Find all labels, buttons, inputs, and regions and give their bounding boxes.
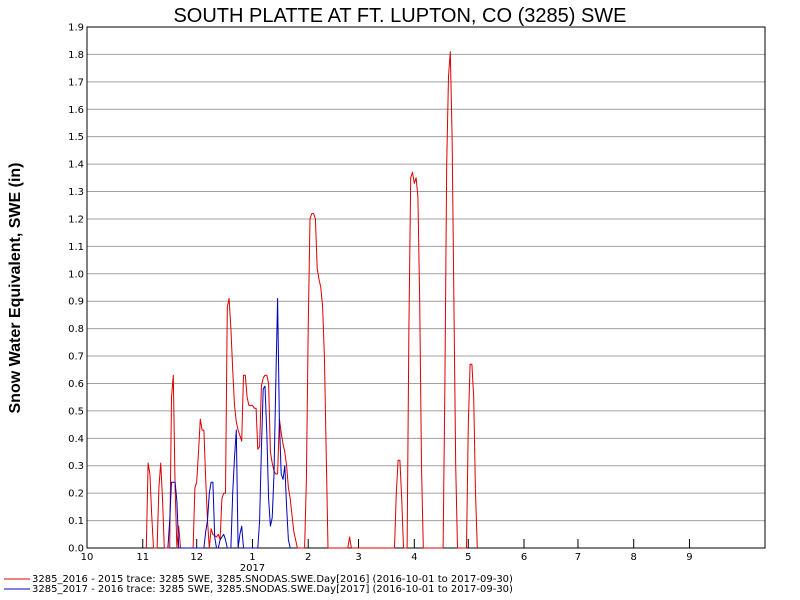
- y-tick-label: 0.2: [68, 489, 84, 500]
- y-tick-label: 1.2: [68, 214, 84, 225]
- x-tick-label: 3: [355, 552, 361, 563]
- x-tick-label: 2: [305, 552, 311, 563]
- x-tick-label: 9: [686, 552, 692, 563]
- chart-title: SOUTH PLATTE AT FT. LUPTON, CO (3285) SW…: [173, 5, 626, 27]
- y-tick-label: 0.4: [68, 434, 84, 445]
- x-tick-label: 10: [81, 552, 94, 563]
- x-year-label: 2017: [240, 563, 265, 574]
- y-axis-label: Snow Water Equivalent, SWE (in): [7, 163, 24, 414]
- y-tick-label: 0.5: [68, 406, 84, 417]
- y-tick-label: 1.7: [68, 77, 84, 88]
- y-tick-label: 1.6: [68, 105, 84, 116]
- x-tick-label: 11: [136, 552, 149, 563]
- x-tick-label: 7: [575, 552, 581, 563]
- series-lines: [145, 51, 478, 549]
- y-tick-label: 0.0: [68, 544, 84, 555]
- x-tick-label: 6: [521, 552, 527, 563]
- y-tick-label: 0.1: [68, 516, 84, 527]
- y-tick-label: 1.0: [68, 269, 84, 280]
- y-tick-label: 1.4: [68, 160, 84, 171]
- y-tick-label: 1.9: [68, 23, 84, 34]
- y-tick-label: 0.3: [68, 461, 84, 472]
- gridlines: [87, 26, 765, 522]
- y-tick-label: 0.7: [68, 352, 84, 363]
- x-tick-label: 8: [631, 552, 637, 563]
- y-tick-label: 1.5: [68, 132, 84, 143]
- series-line-1: [145, 51, 478, 549]
- series-line-2: [167, 298, 291, 549]
- plot-frame: [86, 26, 766, 549]
- y-axis-ticks: 0.0 0.1 0.2 0.3 0.4 0.5 0.6 0.7 0.8 0.9 1.0 1.1 1.2 1…: [68, 23, 84, 555]
- y-tick-label: 1.8: [68, 50, 84, 61]
- x-tick-label: 1: [249, 552, 255, 563]
- x-tick-label: 4: [411, 552, 417, 563]
- y-tick-label: 0.9: [68, 297, 84, 308]
- x-tick-label: 5: [465, 552, 471, 563]
- legend: 3285_2016 - 2015 trace: 3285 SWE, 3285.S…: [4, 574, 513, 595]
- y-tick-label: 1.3: [68, 187, 84, 198]
- x-tick-label: 12: [190, 552, 203, 563]
- legend-label-2: 3285_2017 - 2016 trace: 3285 SWE, 3285.S…: [32, 584, 513, 595]
- y-tick-label: 0.6: [68, 379, 84, 390]
- y-tick-label: 1.1: [68, 242, 84, 253]
- legend-label-1: 3285_2016 - 2015 trace: 3285 SWE, 3285.S…: [32, 574, 513, 585]
- y-tick-label: 0.8: [68, 324, 84, 335]
